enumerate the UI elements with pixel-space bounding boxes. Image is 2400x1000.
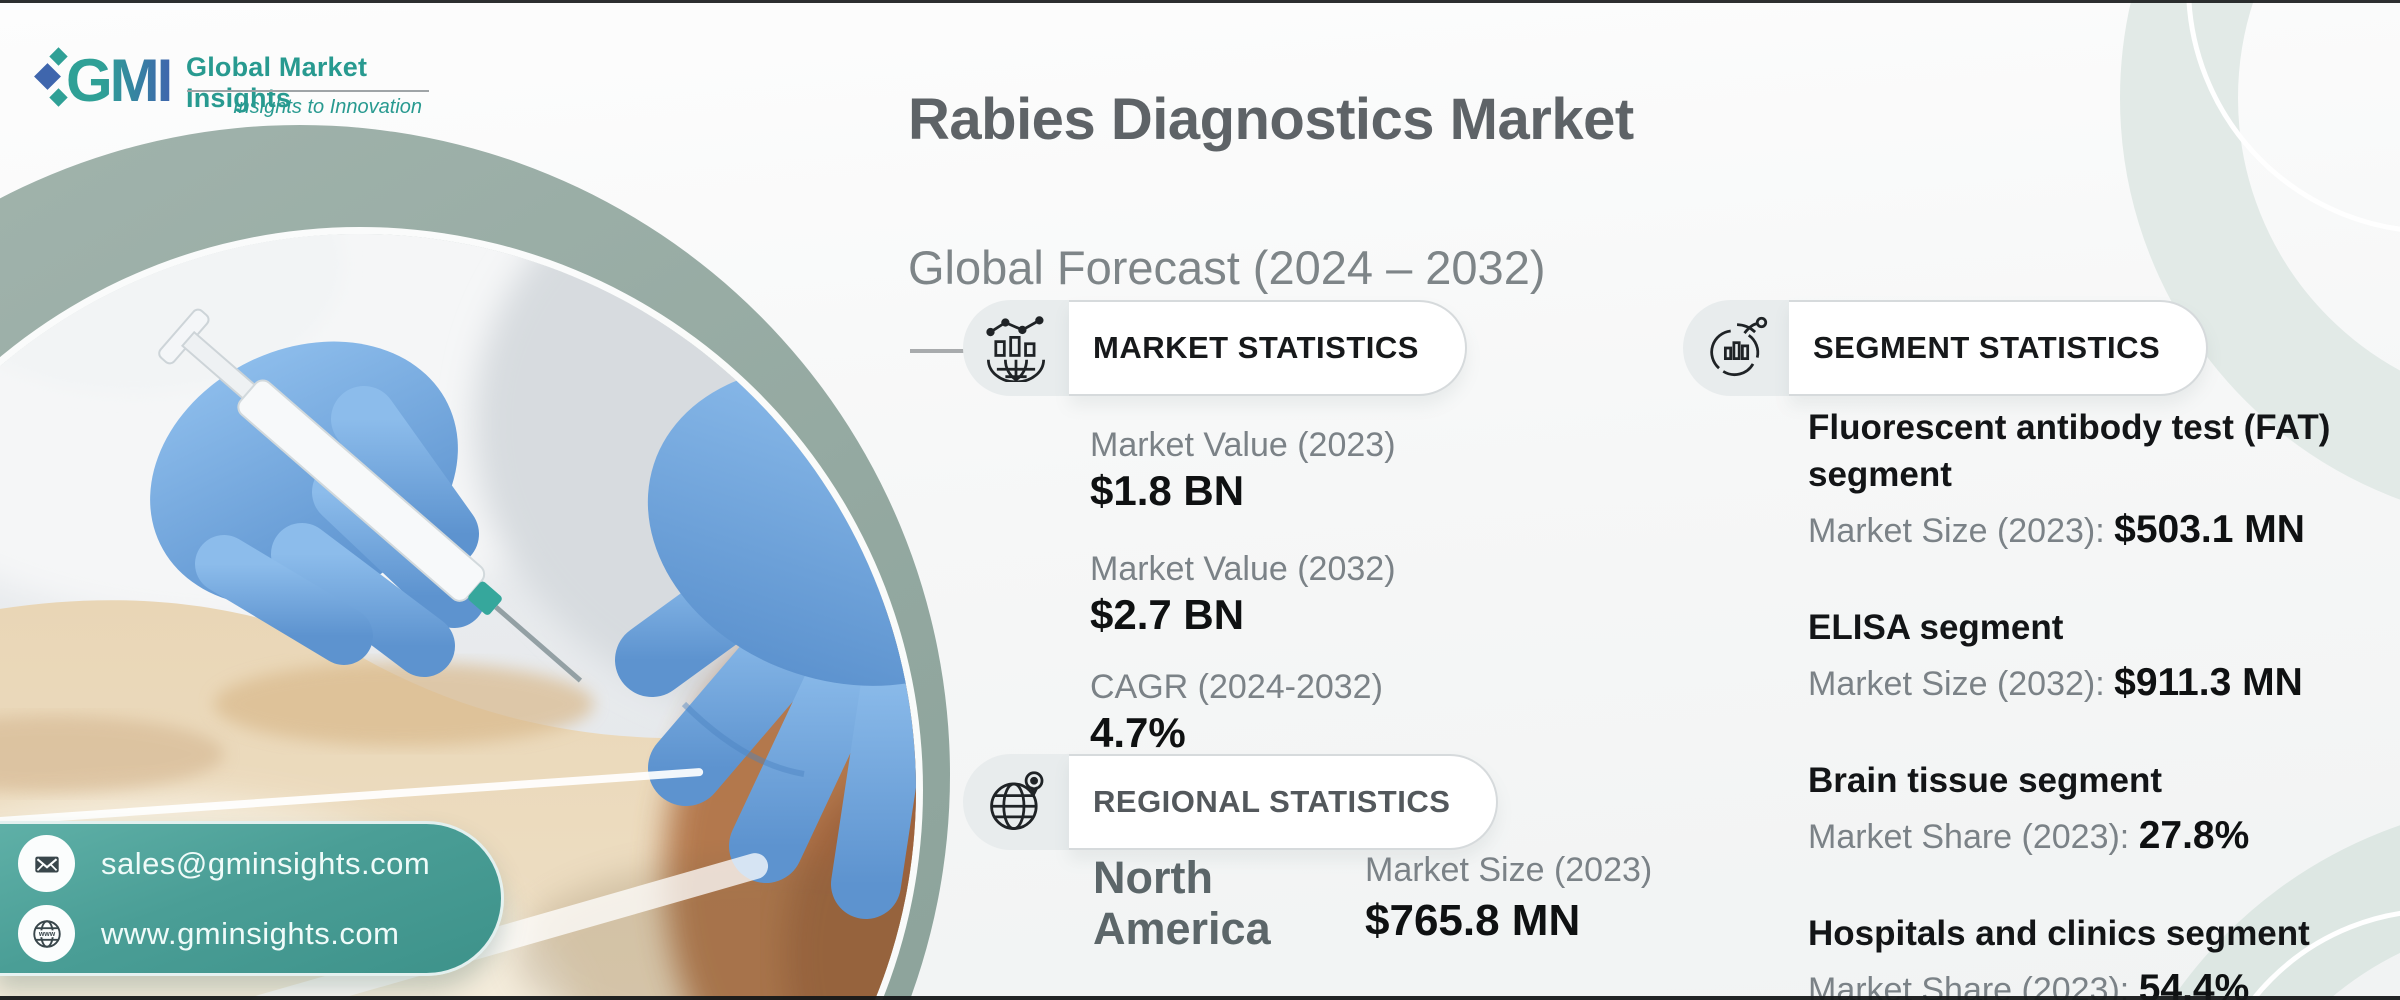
segment-item: Fluorescent antibody test (FAT) segment …: [1808, 404, 2400, 554]
market-statistics-block: Market Value (2023) $1.8 BN Market Value…: [1090, 424, 1396, 758]
regional-statistics-heading-label: REGIONAL STATISTICS: [1069, 754, 1499, 850]
logo-acronym: GMI: [66, 47, 173, 114]
page-subtitle: Global Forecast (2024 – 2032): [908, 241, 1546, 294]
stat-value: $503.1 MN: [2114, 508, 2305, 551]
market-statistics-heading: MARKET STATISTICS: [963, 300, 1467, 396]
stat-value: 4.7%: [1090, 709, 1186, 756]
globe-location-pin-icon: [990, 771, 1044, 830]
logo-diamond-icon: [49, 47, 68, 66]
segment-statistics-heading-label: SEGMENT STATISTICS: [1789, 300, 2209, 396]
logo-diamond-icon: [49, 88, 68, 107]
stat-label: Market Share (2023):: [1808, 971, 2130, 1000]
svg-text:www: www: [37, 930, 55, 937]
gmi-logo: GMI Global Market Insights Insights to I…: [0, 0, 470, 150]
syringe: [158, 308, 583, 683]
segment-item: Brain tissue segment Market Share (2023)…: [1808, 757, 2400, 860]
stat-label: Market Size (2023):: [1808, 512, 2105, 550]
logo-diamond-icon: [34, 63, 61, 90]
stat-label: Market Size (2023): [1365, 851, 1653, 889]
market-statistics-icon-chip: [963, 300, 1069, 396]
www-globe-icon: www: [18, 905, 75, 962]
logo-tagline: Insights to Innovation: [233, 96, 423, 118]
bottom-edge-line: [0, 996, 2400, 1000]
contact-email[interactable]: sales@gminsights.com: [101, 845, 431, 881]
stat-value: $765.8 MN: [1365, 896, 1581, 945]
stat-label: CAGR (2024-2032): [1090, 668, 1383, 706]
regional-statistics-icon-chip: [963, 754, 1069, 850]
segment-statistics-block: Fluorescent antibody test (FAT) segment …: [1808, 404, 2400, 1000]
segment-item: Hospitals and clinics segment Market Sha…: [1808, 910, 2400, 1000]
segment-name: Fluorescent antibody test (FAT) segment: [1808, 408, 2331, 494]
regional-stat-block: Market Size (2023) $765.8 MN: [1365, 850, 1652, 946]
stat-label: Market Share (2023):: [1808, 818, 2130, 856]
stat-value: 54.4%: [2138, 967, 2250, 1000]
market-statistics-heading-label: MARKET STATISTICS: [1069, 300, 1467, 396]
contact-banner: sales@gminsights.com www www.gminsights.…: [0, 821, 504, 976]
envelope-icon: [18, 835, 75, 892]
stat-value: 27.8%: [2138, 814, 2250, 857]
stat-value: $1.8 BN: [1090, 467, 1245, 514]
stat-label: Market Value (2032): [1090, 550, 1396, 588]
segment-name: ELISA segment: [1808, 608, 2064, 647]
stat-label: Market Size (2032):: [1808, 665, 2105, 703]
stat-label: Market Value (2023): [1090, 426, 1396, 464]
segment-item: ELISA segment Market Size (2032): $911.3…: [1808, 604, 2400, 707]
contact-website-row[interactable]: www www.gminsights.com: [18, 905, 501, 962]
contact-website[interactable]: www.gminsights.com: [101, 915, 400, 951]
segment-name: Hospitals and clinics segment: [1808, 914, 2310, 953]
segment-name: Brain tissue segment: [1808, 761, 2162, 800]
globe-bar-chart-icon: [986, 316, 1046, 382]
segment-statistics-icon-chip: [1683, 300, 1789, 396]
stat-value: $2.7 BN: [1090, 591, 1245, 638]
segment-statistics-heading: SEGMENT STATISTICS: [1683, 300, 2209, 396]
page-title: Rabies Diagnostics Market: [908, 87, 1634, 152]
logo-underline: [187, 90, 429, 92]
top-edge-line: [0, 0, 2400, 3]
stat-value: $911.3 MN: [2114, 661, 2303, 704]
pie-chart-arrow-icon: [1710, 316, 1768, 377]
logo-name: Global Market Insights: [186, 52, 368, 113]
contact-email-row[interactable]: sales@gminsights.com: [18, 835, 501, 892]
regional-statistics-heading: REGIONAL STATISTICS: [963, 754, 1499, 850]
region-name: North America: [1093, 852, 1271, 954]
